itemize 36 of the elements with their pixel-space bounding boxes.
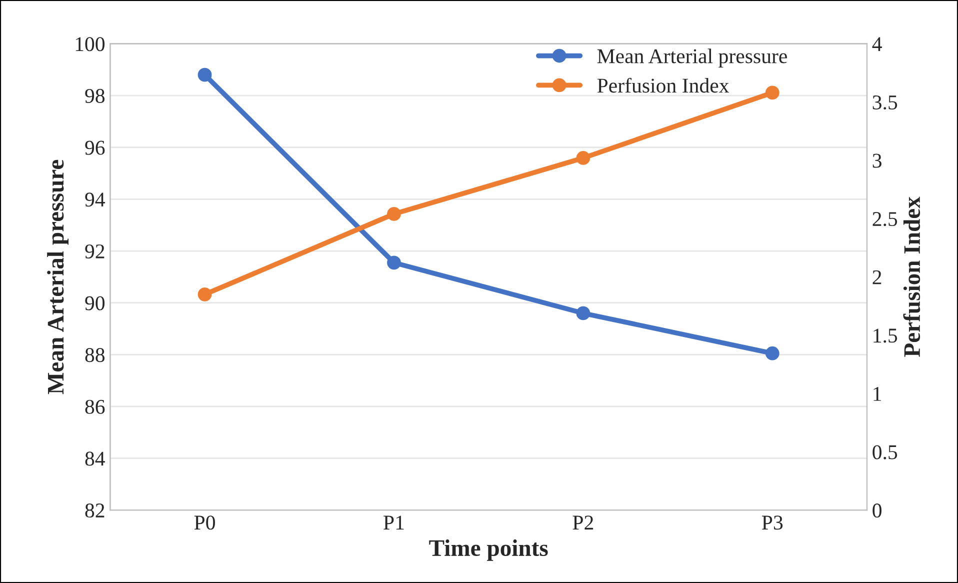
point <box>198 68 212 82</box>
point <box>765 86 780 100</box>
x-tick-label: P3 <box>762 516 783 530</box>
x-tick-label: P2 <box>572 516 594 530</box>
y-tick-label: 86 <box>85 400 105 414</box>
point <box>576 151 590 165</box>
point <box>198 287 212 302</box>
point <box>387 207 401 221</box>
point <box>387 256 401 270</box>
x-axis-title: Time points <box>429 539 548 561</box>
legend-label: Mean Arterial pressure <box>597 48 787 68</box>
y2-tick-label: 2.5 <box>872 212 898 226</box>
y2-tick-label: 0.5 <box>872 445 898 460</box>
y2-tick-label: 3.5 <box>872 95 898 110</box>
y-tick-label: 96 <box>85 140 105 155</box>
y-tick-label: 88 <box>85 348 105 362</box>
y-axis-title: Mean Arterial pressure <box>47 160 69 394</box>
y-tick-label: 82 <box>85 504 104 518</box>
y2-tick-label: 1.5 <box>874 328 898 343</box>
y-tick-label: 84 <box>85 452 105 466</box>
y2-tick-label: 4 <box>872 37 882 51</box>
x-tick-label: P1 <box>384 516 404 530</box>
x-tick-label: P0 <box>194 516 215 530</box>
y-tick-label: 94 <box>85 192 105 207</box>
point <box>576 306 590 320</box>
y2-tick-label: 0 <box>872 504 882 518</box>
y-tick-label: 98 <box>85 88 105 103</box>
y-tick-label: 100 <box>76 37 105 52</box>
y2-tick-label: 3 <box>872 154 882 168</box>
y2-tick-label: 2 <box>872 270 882 284</box>
y2-axis-title: Perfusion Index <box>903 196 920 357</box>
y2-tick-label: 1 <box>874 387 882 401</box>
legend-label: Perfusion Index <box>597 78 730 93</box>
y-tick-label: 92 <box>85 244 104 258</box>
y-tick-label: 90 <box>85 296 105 310</box>
point <box>765 346 780 360</box>
